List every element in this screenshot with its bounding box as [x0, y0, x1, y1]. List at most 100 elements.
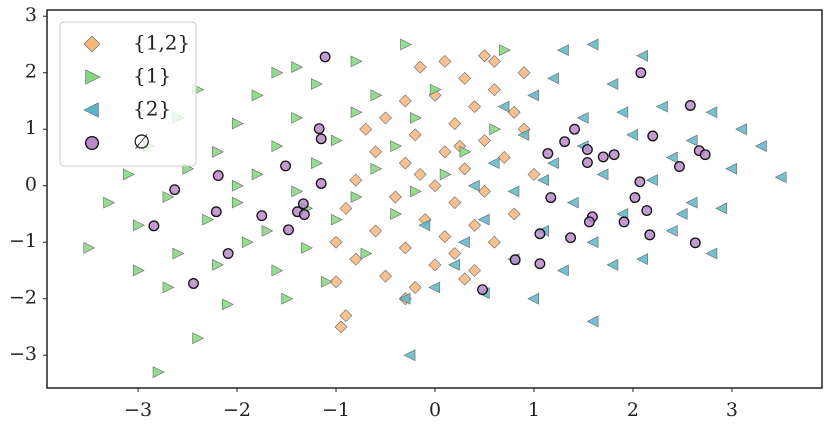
point [517, 128, 530, 141]
point [458, 71, 472, 85]
point [403, 349, 416, 362]
point [132, 219, 145, 232]
point [291, 185, 304, 198]
point [626, 128, 639, 141]
y-tick-label: −1 [9, 230, 37, 252]
point [468, 100, 482, 114]
point [705, 106, 718, 119]
point [635, 67, 647, 79]
point [369, 145, 383, 159]
point [390, 208, 403, 220]
point [410, 185, 422, 198]
legend-label: {1,2} [133, 31, 190, 55]
point [478, 134, 491, 147]
point [754, 140, 767, 153]
point [413, 167, 427, 181]
point [606, 78, 619, 90]
point [103, 196, 116, 209]
point [674, 161, 685, 172]
point [509, 254, 521, 266]
point [477, 284, 488, 296]
point [330, 213, 343, 226]
point [222, 298, 234, 311]
y-tick-label: 0 [25, 174, 37, 196]
point [458, 236, 470, 249]
point [398, 292, 411, 305]
point [410, 112, 422, 124]
point [400, 38, 412, 51]
point [566, 196, 579, 209]
point [271, 66, 284, 79]
point [349, 252, 363, 266]
point [576, 112, 589, 124]
point [350, 55, 363, 68]
point [606, 258, 619, 271]
point [388, 190, 402, 204]
point [556, 264, 569, 277]
point [715, 202, 728, 215]
point [634, 176, 646, 188]
x-tick-label: 0 [429, 399, 441, 421]
point [210, 206, 222, 218]
point [647, 130, 659, 142]
legend-label: {1} [133, 64, 171, 88]
point [586, 38, 599, 51]
point [497, 151, 511, 164]
x-tick-label: 3 [726, 399, 738, 421]
point [699, 149, 711, 161]
point [685, 134, 698, 147]
point [330, 134, 343, 147]
point [271, 140, 284, 153]
point [618, 216, 630, 228]
point [251, 89, 264, 102]
point [665, 225, 678, 237]
point [542, 148, 554, 159]
point [684, 100, 696, 111]
point [547, 72, 559, 85]
point [311, 157, 323, 170]
point [283, 224, 294, 236]
point [448, 258, 460, 271]
legend-marker [84, 135, 100, 151]
point [487, 235, 501, 249]
point [369, 224, 383, 238]
point [329, 275, 343, 289]
point [477, 213, 490, 226]
point [487, 54, 501, 68]
point [360, 247, 373, 260]
point [162, 191, 175, 203]
point [291, 61, 304, 73]
y-tick-label: 3 [25, 4, 37, 26]
point [398, 156, 412, 170]
point [212, 258, 224, 271]
point [132, 264, 145, 277]
point [545, 192, 557, 204]
point [597, 151, 609, 163]
point [489, 123, 502, 136]
point [565, 232, 577, 244]
point [428, 258, 442, 272]
point [448, 117, 462, 130]
point [398, 241, 412, 255]
point [350, 106, 363, 119]
point [705, 247, 718, 260]
point [458, 272, 472, 286]
y-tick-label: 2 [25, 61, 37, 83]
point [313, 123, 325, 135]
point [231, 196, 244, 209]
point [148, 220, 160, 232]
point [123, 168, 135, 181]
point [439, 168, 452, 181]
point [675, 208, 688, 220]
point [202, 213, 215, 226]
point [172, 247, 185, 260]
point [547, 157, 559, 170]
point [418, 219, 431, 232]
point [261, 225, 274, 237]
point [359, 122, 373, 136]
point [487, 157, 500, 170]
y-tick-label: −2 [9, 287, 37, 309]
point [231, 179, 244, 192]
point [311, 78, 323, 90]
